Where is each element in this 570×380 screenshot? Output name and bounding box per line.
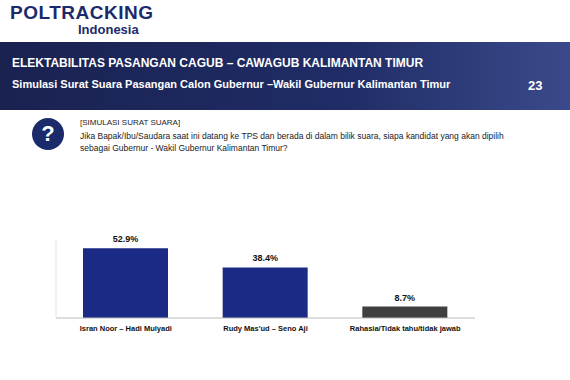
html-text:ELEKTABILITAS PASANGAN CAGUB –: ELEKTABILITAS PASANGAN CAGUB – CAWAGUB K…: [12, 56, 424, 70]
svg-text:Rahasia/Tidak tahu/tidak jawab: Rahasia/Tidak tahu/tidak jawab: [350, 324, 461, 333]
html-text:[SIMULASI SURAT SUARA]: [SIMULASI SURAT SUARA]: [80, 118, 181, 127]
svg-text:8.7%: 8.7%: [395, 293, 416, 303]
svg-text:Isran Noor – Hadi Mulyadi: Isran Noor – Hadi Mulyadi: [80, 324, 172, 333]
html-text:Simulasi Surat Suara Pasangan: Simulasi Surat Suara Pasangan Calon Gube…: [12, 78, 451, 90]
html-text:Indonesia: Indonesia: [78, 22, 139, 37]
html-text:Jika Bapak/Ibu/Saudara saat in: Jika Bapak/Ibu/Saudara saat ini datang k…: [80, 131, 504, 153]
html-text:23: 23: [528, 78, 543, 93]
svg-text:38.4%: 38.4%: [252, 253, 278, 263]
svg-text:52.9%: 52.9%: [113, 234, 139, 244]
svg-text:Rudy Mas'ud – Seno Aji: Rudy Mas'ud – Seno Aji: [223, 324, 307, 333]
html-text:POLTRACKING: POLTRACKING: [10, 2, 154, 23]
